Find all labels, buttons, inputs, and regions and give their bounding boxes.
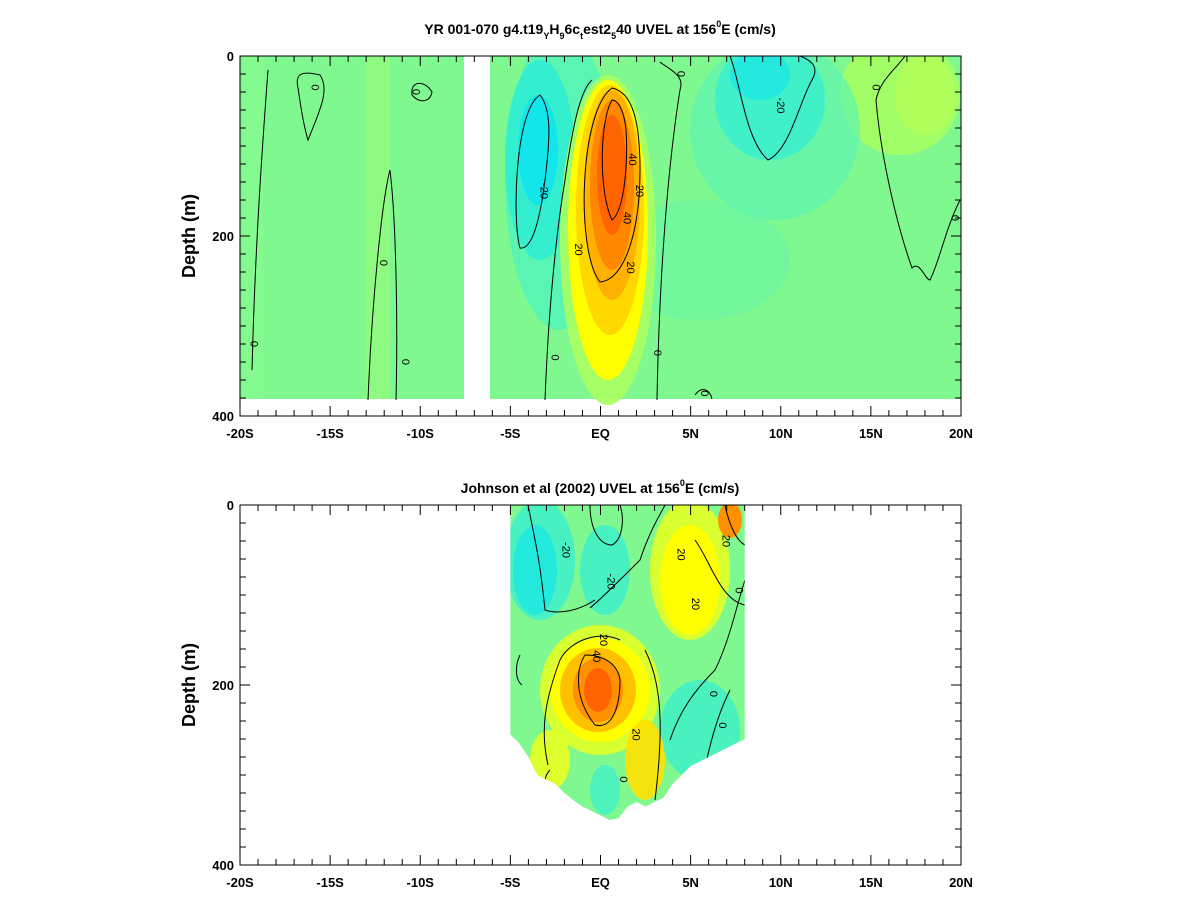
bottom-x-tick-label: -10S xyxy=(407,875,435,890)
contour-label: 0 xyxy=(651,350,663,356)
bottom-x-tick-label: 10N xyxy=(769,875,793,890)
top-y-axis-label: Depth (m) xyxy=(179,194,199,278)
bottom-x-tick-label: 15N xyxy=(859,875,883,890)
bottom-x-tick-label: 20N xyxy=(949,875,973,890)
bottom-x-tick-label: EQ xyxy=(591,875,610,890)
top-velocity-field: 0 0 0 0 0 -20 20 40 20 40 20 0 0 0 -20 0 0 0 xyxy=(240,56,961,405)
contour-label: -20 xyxy=(604,574,616,590)
top-y-tick-label: 200 xyxy=(212,229,234,244)
bottom-x-tick-label: -20S xyxy=(226,875,254,890)
top-x-tick-label: -5S xyxy=(500,426,521,441)
contour-label: -20 xyxy=(538,183,550,199)
contour-label: 0 xyxy=(949,215,961,221)
contour-label: 0 xyxy=(617,776,629,782)
top-x-tick-label: 10N xyxy=(769,426,793,441)
bottom-x-tick-label: 5N xyxy=(682,875,699,890)
contour-label: 20 xyxy=(720,535,732,547)
bottom-x-tick-label: -15S xyxy=(316,875,344,890)
bottom-y-axis-label: Depth (m) xyxy=(179,643,199,727)
bottom-velocity-field: -20 -20 20 20 20 0 20 40 0 0 20 0 xyxy=(510,505,745,820)
contour-label: -20 xyxy=(559,542,571,558)
top-x-tick-label: -20S xyxy=(226,426,254,441)
top-x-tick-label: 15N xyxy=(859,426,883,441)
contour-label: 20 xyxy=(633,185,645,197)
contour-label: -20 xyxy=(774,98,786,114)
top-x-tick-label: -10S xyxy=(407,426,435,441)
contour-label: 20 xyxy=(572,243,584,255)
bottom-y-tick-label: 400 xyxy=(212,858,234,873)
top-panel: YR 001-070 g4.t19YH96ctest2540 UVEL at 1… xyxy=(179,19,973,441)
contour-label: 0 xyxy=(698,390,710,396)
bottom-y-tick-label: 200 xyxy=(212,678,234,693)
bottom-title: Johnson et al (2002) UVEL at 1560E (cm/s… xyxy=(461,478,740,496)
top-y-tick-label: 400 xyxy=(212,409,234,424)
top-y-tick-label: 0 xyxy=(227,49,234,64)
contour-label: 0 xyxy=(309,84,321,90)
contour-label: 0 xyxy=(410,89,422,95)
contour-label: 20 xyxy=(624,261,636,273)
top-x-tick-label: 20N xyxy=(949,426,973,441)
contour-label: 0 xyxy=(377,260,389,266)
contour-label: 0 xyxy=(247,341,259,347)
contour-label: 40 xyxy=(590,650,602,662)
top-title: YR 001-070 g4.t19YH96ctest2540 UVEL at 1… xyxy=(424,19,775,41)
contour-label: 20 xyxy=(689,598,701,610)
contour-label: 40 xyxy=(626,153,638,165)
contour-label: 0 xyxy=(399,359,411,365)
top-x-tick-label: 5N xyxy=(682,426,699,441)
bottom-panel: Johnson et al (2002) UVEL at 1560E (cm/s… xyxy=(179,478,973,890)
contour-label: 0 xyxy=(716,722,728,728)
contour-label: 0 xyxy=(707,691,719,697)
contour-label: 20 xyxy=(630,728,642,740)
contour-label: 0 xyxy=(869,84,881,90)
contour-label: 0 xyxy=(548,354,560,360)
bottom-x-tick-label: -5S xyxy=(500,875,521,890)
top-x-tick-label: -15S xyxy=(316,426,344,441)
contour-label: 40 xyxy=(621,212,633,224)
contour-label: 0 xyxy=(675,71,687,77)
top-x-tick-label: EQ xyxy=(591,426,610,441)
contour-label: 0 xyxy=(732,587,744,593)
bottom-y-tick-label: 0 xyxy=(227,498,234,513)
contour-label: 20 xyxy=(675,548,687,560)
contour-label: 20 xyxy=(597,634,609,646)
